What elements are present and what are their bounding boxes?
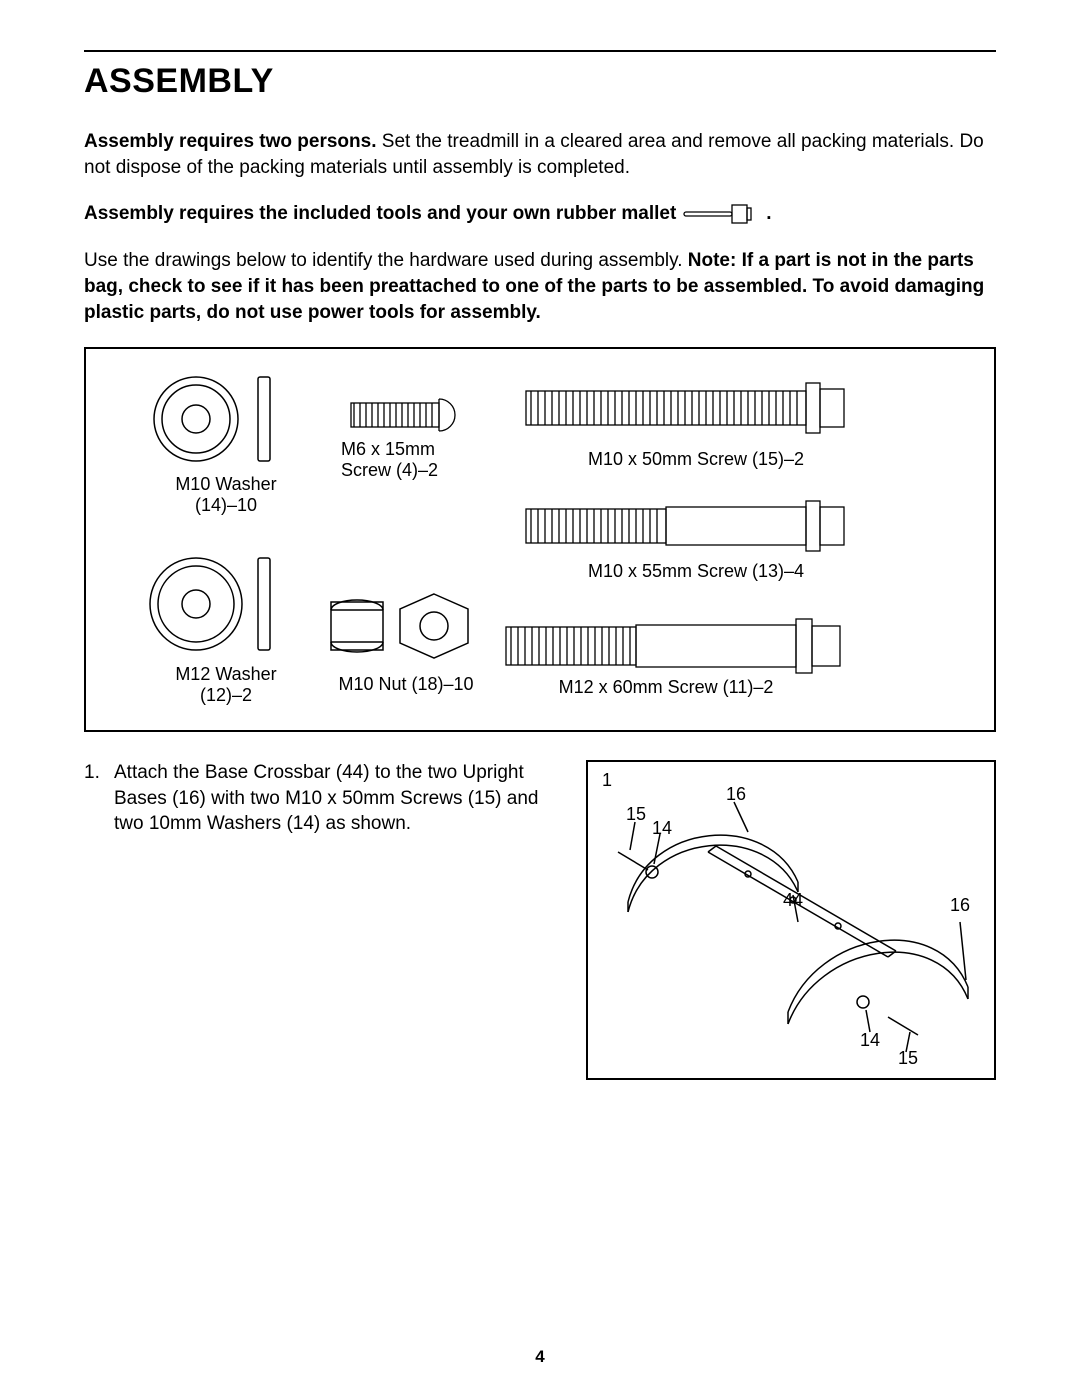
step1-number: 1. [84,760,114,1080]
fig-n16a: 16 [726,784,746,805]
fig-n44: 44 [783,890,803,911]
label-m10-50: M10 x 50mm Screw (15)–2 [556,449,836,470]
intro-lead-bold: Assembly requires two persons. [84,131,377,152]
label-m10-55: M10 x 55mm Screw (13)–4 [556,561,836,582]
tools-period: . [766,203,771,225]
fig-n15b: 15 [898,1048,918,1069]
step1-diagram [588,762,994,1078]
tools-line: Assembly requires the included tools and… [84,202,996,226]
fig-n16b: 16 [950,895,970,916]
tools-text: Assembly requires the included tools and… [84,203,676,225]
note-paragraph: Use the drawings below to identify the h… [84,248,996,325]
page-title: ASSEMBLY [84,62,996,101]
fig-n15a: 15 [626,804,646,825]
step1-text: 1. Attach the Base Crossbar (44) to the … [84,760,566,1080]
label-m10-nut: M10 Nut (18)–10 [321,674,491,695]
step1-figure: 1 16 15 14 44 16 14 15 [586,760,996,1080]
label-m12-washer: M12 Washer (12)–2 [146,664,306,706]
label-m10-washer: M10 Washer (14)–10 [146,474,306,516]
mallet-icon [682,202,760,226]
intro-paragraph: Assembly requires two persons. Set the t… [84,129,996,180]
fig-panel-num: 1 [602,770,612,791]
step1-body: Attach the Base Crossbar (44) to the two… [114,760,566,1080]
page-number: 4 [0,1347,1080,1367]
note-plain: Use the drawings below to identify the h… [84,250,688,271]
label-m12-60: M12 x 60mm Screw (11)–2 [526,677,806,698]
hardware-box: M10 Washer (14)–10 M12 Washer (12)–2 M6 … [84,347,996,732]
fig-n14a: 14 [652,818,672,839]
label-m6-screw: M6 x 15mm Screw (4)–2 [341,439,501,481]
fig-n14b: 14 [860,1030,880,1051]
